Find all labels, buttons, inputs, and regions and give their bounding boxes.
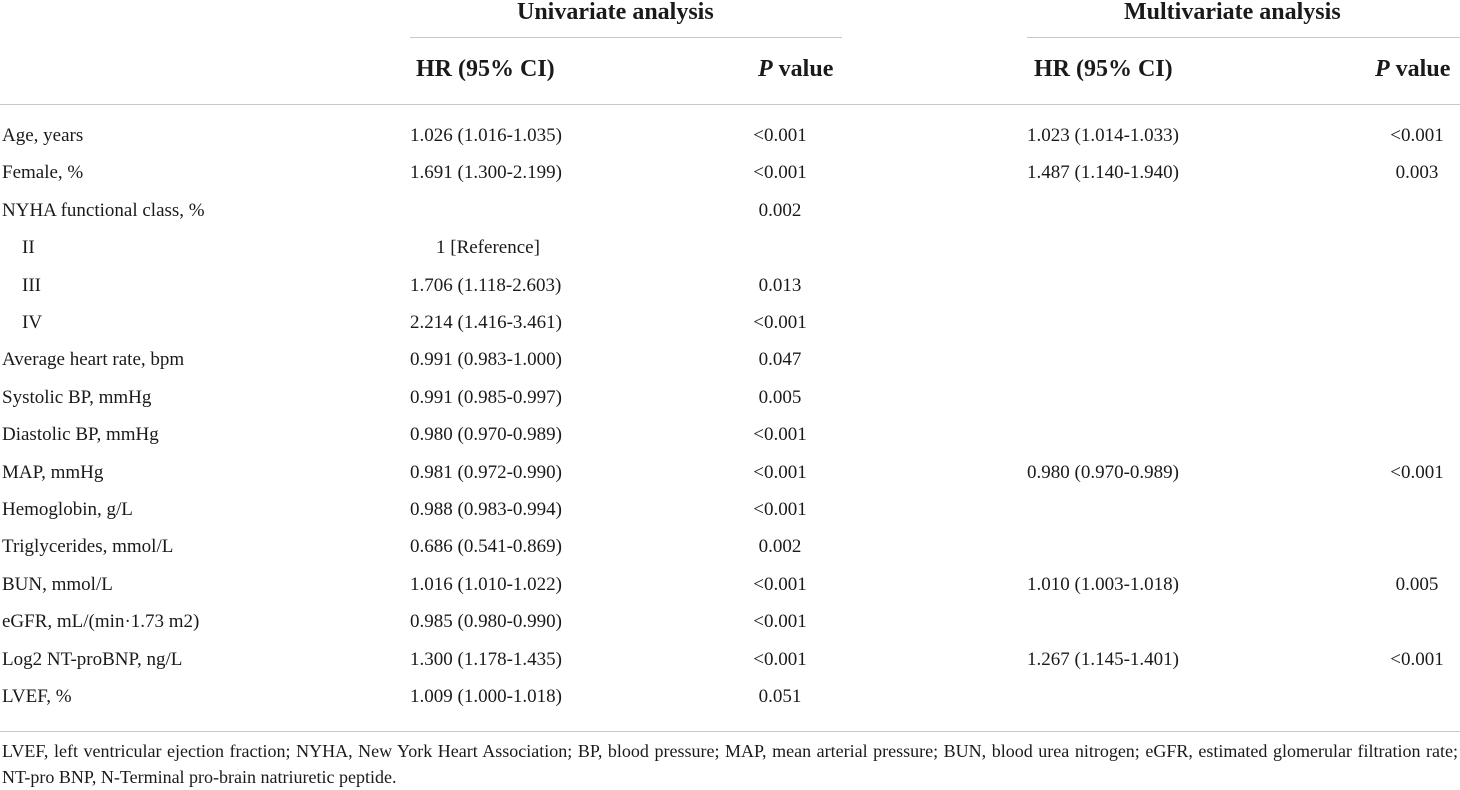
univariate-hr-cell: 1 [Reference] <box>436 237 540 259</box>
univariate-hr-header: HR (95% CI) <box>416 56 555 82</box>
table-bottom-rule <box>0 731 1460 732</box>
univariate-hr-cell: 0.988 (0.983-0.994) <box>410 499 562 520</box>
table-row: LVEF, % 1.009 (1.000-1.018) 0.051 <box>0 678 1460 715</box>
univariate-hr-cell: 2.214 (1.416-3.461) <box>410 312 562 333</box>
univariate-hr-cell: 0.985 (0.980-0.990) <box>410 611 562 633</box>
univariate-hr-cell: 1.009 (1.000-1.018) <box>410 686 562 707</box>
univariate-p-cell: <0.001 <box>753 162 807 184</box>
univariate-hr-cell: 0.991 (0.983-1.000) <box>410 349 562 371</box>
multivariate-header: Multivariate analysis <box>1124 0 1341 25</box>
multivariate-hr-header: HR (95% CI) <box>1034 56 1173 82</box>
header-bottom-rule <box>0 104 1460 105</box>
row-label: Log2 NT-proBNP, ng/L <box>2 648 183 670</box>
univariate-p-cell: <0.001 <box>753 424 807 446</box>
univariate-rule <box>410 37 842 38</box>
multivariate-p-cell: <0.001 <box>1390 648 1444 670</box>
univariate-p-cell: 0.013 <box>758 274 802 296</box>
table-row: Systolic BP, mmHg 0.991 (0.985-0.997) 0.00… <box>0 379 1460 416</box>
table-row: Diastolic BP, mmHg 0.980 (0.970-0.989) <0.… <box>0 416 1460 453</box>
multivariate-rule <box>1027 37 1460 38</box>
row-label: Diastolic BP, mmHg <box>2 424 159 446</box>
row-label: LVEF, % <box>2 686 72 707</box>
univariate-hr-cell: 1.691 (1.300-2.199) <box>410 162 562 184</box>
table-row: MAP, mmHg 0.981 (0.972-0.990) <0.001 0.980 … <box>0 454 1460 491</box>
table-row: Triglycerides, mmol/L 0.686 (0.541-0.869)… <box>0 528 1460 565</box>
multivariate-hr-cell: 0.980 (0.970-0.989) <box>1027 461 1179 483</box>
multivariate-p-header: P value <box>1375 56 1451 82</box>
table-row: eGFR, mL/(min·1.73 m2) 0.985 (0.980-0.990… <box>0 603 1460 640</box>
row-label: Systolic BP, mmHg <box>2 386 152 408</box>
row-label: Hemoglobin, g/L <box>2 499 133 520</box>
univariate-p-cell: <0.001 <box>753 611 807 633</box>
multivariate-p-cell: 0.003 <box>1395 162 1439 184</box>
row-label: II <box>22 237 35 259</box>
table-row: Average heart rate, bpm 0.991 (0.983-1.00… <box>0 341 1460 378</box>
row-label: eGFR, mL/(min·1.73 m2) <box>2 611 200 633</box>
row-label: Age, years <box>2 125 84 146</box>
table-row: Female, % 1.691 (1.300-2.199) <0.001 1.487 … <box>0 154 1460 191</box>
univariate-p-cell: <0.001 <box>753 573 807 595</box>
row-label: Average heart rate, bpm <box>2 349 185 371</box>
univariate-p-cell: <0.001 <box>753 499 807 520</box>
univariate-p-cell: 0.002 <box>758 199 802 221</box>
table-row: BUN, mmol/L 1.016 (1.010-1.022) <0.001 1.01… <box>0 566 1460 603</box>
row-label: NYHA functional class, % <box>2 199 205 221</box>
univariate-p-cell: 0.005 <box>758 386 802 408</box>
multivariate-p-cell: 0.005 <box>1395 573 1439 595</box>
table-row: Hemoglobin, g/L 0.988 (0.983-0.994) <0.001 <box>0 491 1460 528</box>
row-label: IV <box>22 312 43 333</box>
univariate-p-cell: <0.001 <box>753 125 807 146</box>
univariate-p-cell: <0.001 <box>753 648 807 670</box>
table-row: III 1.706 (1.118-2.603) 0.013 <box>0 267 1460 304</box>
univariate-p-cell: 0.002 <box>758 536 802 558</box>
table-row: IV 2.214 (1.416-3.461) <0.001 <box>0 304 1460 341</box>
table-footnote: LVEF, left ventricular ejection fraction… <box>2 741 1458 787</box>
row-label: Triglycerides, mmol/L <box>2 536 174 558</box>
multivariate-p-cell: <0.001 <box>1390 125 1444 146</box>
univariate-hr-cell: 0.981 (0.972-0.990) <box>410 461 562 483</box>
table-row: Age, years 1.026 (1.016-1.035) <0.001 1.023… <box>0 117 1460 154</box>
multivariate-hr-cell: 1.023 (1.014-1.033) <box>1027 125 1179 146</box>
table-row: Log2 NT-proBNP, ng/L 1.300 (1.178-1.435) <… <box>0 641 1460 678</box>
univariate-hr-cell: 1.706 (1.118-2.603) <box>410 274 562 296</box>
univariate-hr-cell: 1.300 (1.178-1.435) <box>410 648 562 670</box>
row-label: III <box>22 274 41 296</box>
univariate-hr-cell: 1.026 (1.016-1.035) <box>410 125 562 146</box>
multivariate-p-cell: <0.001 <box>1390 461 1444 483</box>
univariate-p-cell: <0.001 <box>753 312 807 333</box>
univariate-hr-cell: 1.016 (1.010-1.022) <box>410 573 562 595</box>
univariate-p-header: P value <box>758 56 834 82</box>
multivariate-hr-cell: 1.487 (1.140-1.940) <box>1027 162 1179 184</box>
univariate-hr-cell: 0.980 (0.970-0.989) <box>410 424 562 446</box>
univariate-hr-cell: 0.991 (0.985-0.997) <box>410 386 562 408</box>
univariate-p-cell: <0.001 <box>753 461 807 483</box>
row-label: MAP, mmHg <box>2 461 104 483</box>
univariate-hr-cell: 0.686 (0.541-0.869) <box>410 536 562 558</box>
univariate-p-cell: 0.051 <box>758 686 802 707</box>
multivariate-hr-cell: 1.267 (1.145-1.401) <box>1027 648 1179 670</box>
univariate-header: Univariate analysis <box>517 0 714 25</box>
row-label: BUN, mmol/L <box>2 573 113 595</box>
table-row: NYHA functional class, % 0.002 <box>0 192 1460 229</box>
table-row: II 1 [Reference] <box>0 229 1460 266</box>
multivariate-hr-cell: 1.010 (1.003-1.018) <box>1027 573 1179 595</box>
row-label: Female, % <box>2 162 84 184</box>
univariate-p-cell: 0.047 <box>758 349 802 371</box>
